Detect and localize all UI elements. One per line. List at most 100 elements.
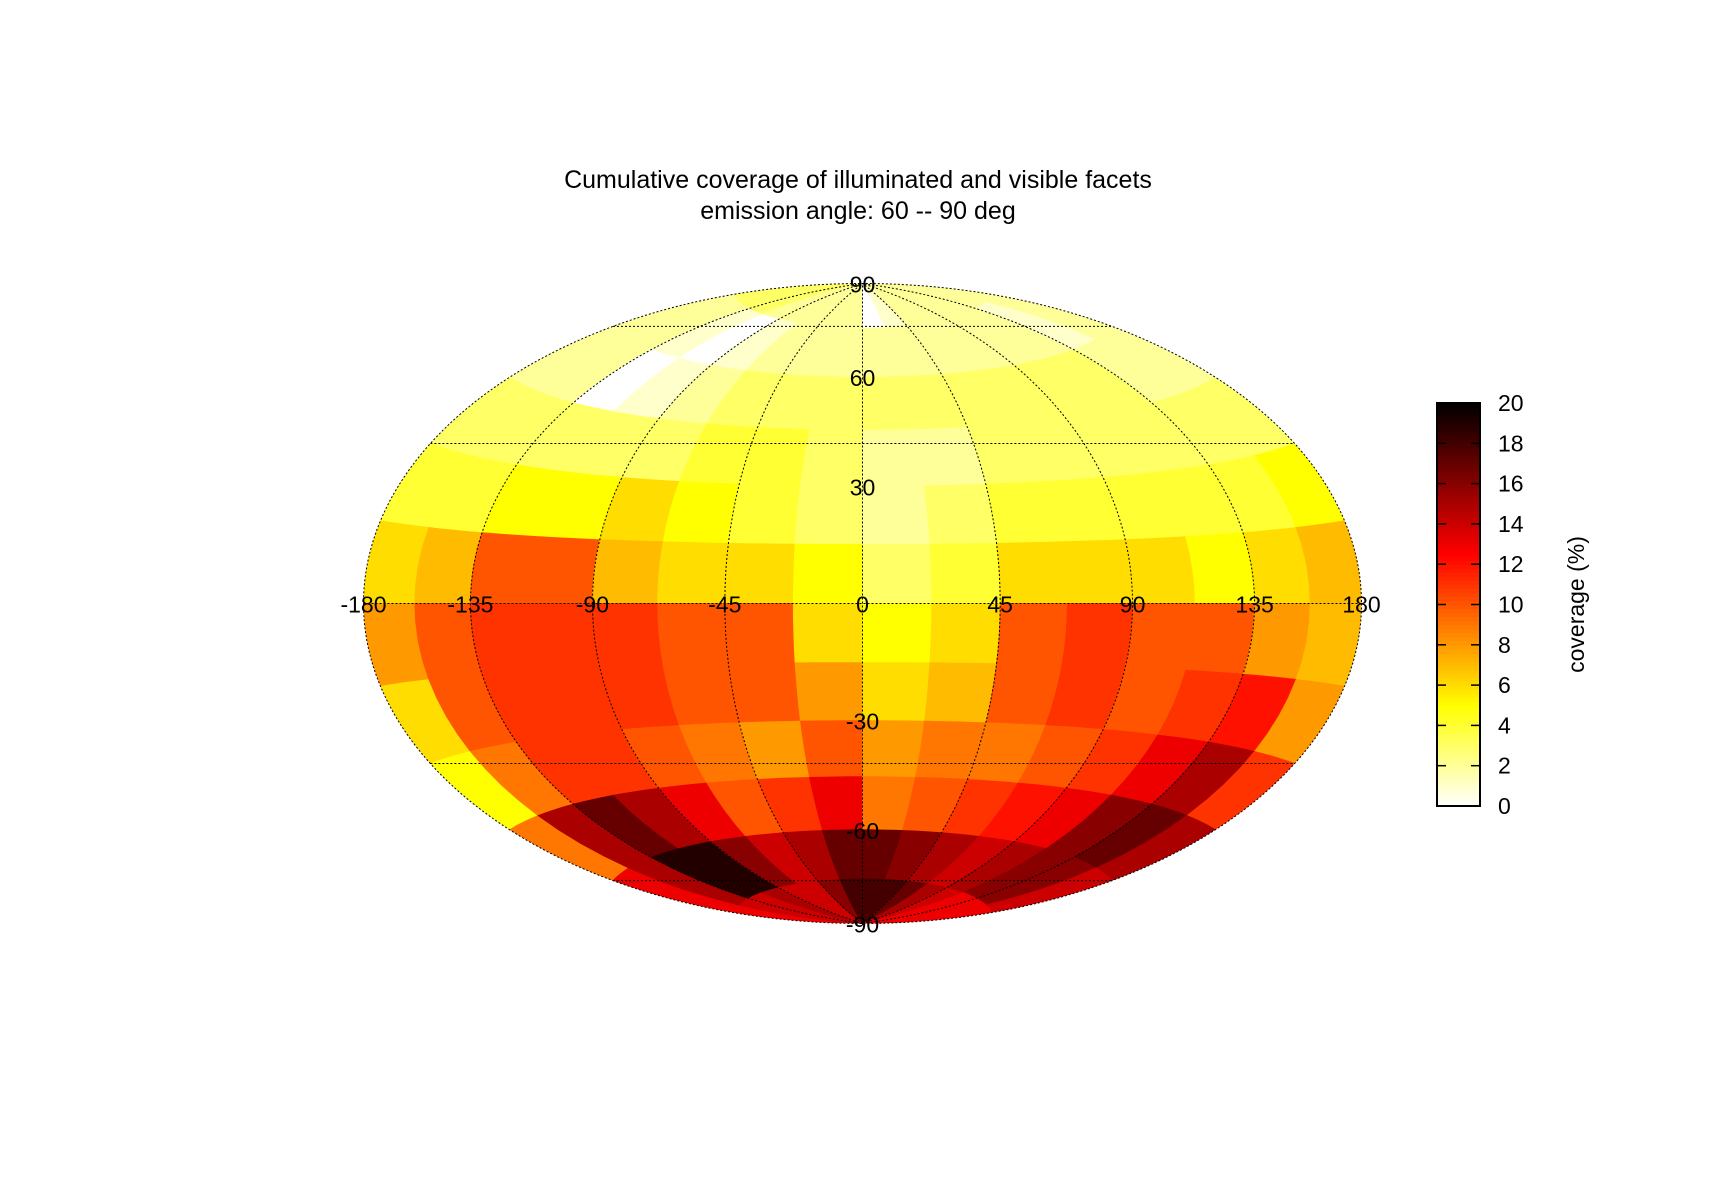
colorbar-strip xyxy=(1437,544,1480,549)
colorbar-strip xyxy=(1437,503,1480,509)
colorbar-strip xyxy=(1437,459,1480,465)
colorbar-strip xyxy=(1437,548,1480,553)
coverage-cell xyxy=(924,662,998,724)
colorbar-strip xyxy=(1437,616,1480,622)
longitude-tick-label: -45 xyxy=(708,592,741,618)
colorbar-strip xyxy=(1437,753,1480,759)
colorbar-strip xyxy=(1437,527,1480,533)
colorbar-strip xyxy=(1437,741,1480,747)
colorbar-strip xyxy=(1437,761,1480,767)
colorbar-strip xyxy=(1437,612,1480,618)
chart-title: Cumulative coverage of illuminated and v… xyxy=(564,166,1152,194)
colorbar-strip xyxy=(1437,705,1480,710)
colorbar-strip xyxy=(1437,745,1480,751)
colorbar-strip xyxy=(1437,781,1480,787)
longitude-tick-label: 45 xyxy=(987,592,1013,618)
latitude-tick-label: -30 xyxy=(846,709,879,735)
colorbar-tick-label: 0 xyxy=(1498,793,1511,819)
colorbar-strip xyxy=(1437,660,1480,666)
colorbar-strip xyxy=(1437,451,1480,456)
colorbar-strip xyxy=(1437,632,1480,638)
colorbar-strip xyxy=(1437,427,1480,432)
longitude-tick-label: -135 xyxy=(447,592,493,618)
colorbar-strip xyxy=(1437,652,1480,658)
colorbar-strip xyxy=(1437,447,1480,452)
colorbar-tick-label: 4 xyxy=(1498,712,1511,738)
colorbar-strip xyxy=(1437,713,1480,718)
colorbar-strip xyxy=(1437,644,1480,650)
colorbar-strip xyxy=(1437,757,1480,763)
colorbar-strip xyxy=(1437,636,1480,642)
colorbar-strip xyxy=(1437,467,1480,473)
graticule xyxy=(363,283,1362,924)
colorbar-strip xyxy=(1437,785,1480,791)
colorbar-strip xyxy=(1437,656,1480,662)
colorbar-strip xyxy=(1437,455,1480,461)
colorbar-strip xyxy=(1437,693,1480,698)
coverage-cell xyxy=(727,662,801,724)
coverage-cell xyxy=(792,603,863,664)
colorbar-strip xyxy=(1437,535,1480,541)
latitude-tick-label: 90 xyxy=(850,272,876,298)
longitude-tick-label: 0 xyxy=(856,592,869,618)
colorbar-strip xyxy=(1437,471,1480,477)
colorbar-strip xyxy=(1437,677,1480,682)
colorbar-strip xyxy=(1437,431,1480,436)
colorbar-strip xyxy=(1437,560,1480,565)
colorbar-strip xyxy=(1437,801,1480,807)
colorbar-strip xyxy=(1437,572,1480,577)
colorbar-strip xyxy=(1437,721,1480,726)
longitude-tick-label: -90 xyxy=(576,592,609,618)
colorbar-strip xyxy=(1437,697,1480,702)
chart-subtitle: emission angle: 60 -- 90 deg xyxy=(700,197,1016,225)
colorbar-strip xyxy=(1437,499,1480,505)
colorbar-strip xyxy=(1437,600,1480,606)
colorbar-strip xyxy=(1437,411,1480,416)
latitude-tick-label: 30 xyxy=(850,474,876,500)
colorbar-strip xyxy=(1437,479,1480,485)
colorbar-strip xyxy=(1437,415,1480,420)
colorbar-strip xyxy=(1437,552,1480,557)
colorbar-strip xyxy=(1437,423,1480,428)
colorbar-strip xyxy=(1437,608,1480,614)
colorbar-strip xyxy=(1437,443,1480,448)
colorbar-strip xyxy=(1437,717,1480,722)
colorbar-strip xyxy=(1437,681,1480,686)
coverage-cell xyxy=(727,483,801,545)
colorbar: 0 2 4 6 8 10 12 14 16 18 20 coverage (%) xyxy=(1436,390,1589,819)
colorbar-tick-label: 10 xyxy=(1498,592,1524,618)
colorbar-strip xyxy=(1437,495,1480,501)
colorbar-strip xyxy=(1437,439,1480,444)
colorbar-tick-label: 20 xyxy=(1498,390,1524,416)
colorbar-strip xyxy=(1437,511,1480,517)
colorbar-strip xyxy=(1437,475,1480,481)
longitude-tick-label: 180 xyxy=(1342,592,1380,618)
colorbar-strip xyxy=(1437,709,1480,714)
colorbar-tick-label: 18 xyxy=(1498,430,1524,456)
latitude-tick-label: 60 xyxy=(850,365,876,391)
latitude-tick-label: -90 xyxy=(846,912,879,938)
longitude-tick-label: -180 xyxy=(340,592,386,618)
colorbar-tick-label: 12 xyxy=(1498,551,1524,577)
colorbar-strip xyxy=(1437,797,1480,803)
colorbar-strip xyxy=(1437,689,1480,694)
colorbar-strip xyxy=(1437,435,1480,440)
coverage-cell xyxy=(1295,520,1362,604)
colorbar-tick-label: 16 xyxy=(1498,471,1524,497)
coverage-cell xyxy=(924,483,998,545)
colorbar-strip xyxy=(1437,701,1480,706)
latitude-tick-labels: 90 60 30 -30 -60 -90 xyxy=(846,272,879,938)
longitude-tick-label: 90 xyxy=(1120,592,1146,618)
colorbar-strip xyxy=(1437,685,1480,690)
colorbar-strip xyxy=(1437,604,1480,610)
colorbar-strip xyxy=(1437,515,1480,521)
coverage-cell xyxy=(792,543,863,604)
colorbar-strip xyxy=(1437,596,1480,602)
colorbar-strip xyxy=(1437,628,1480,634)
colorbar-strip xyxy=(1437,773,1480,779)
colorbar-strip xyxy=(1437,584,1480,589)
colorbar-strip xyxy=(1437,592,1480,598)
coverage-cell xyxy=(862,603,933,664)
coverage-cell xyxy=(862,543,933,604)
colorbar-strip xyxy=(1437,789,1480,795)
